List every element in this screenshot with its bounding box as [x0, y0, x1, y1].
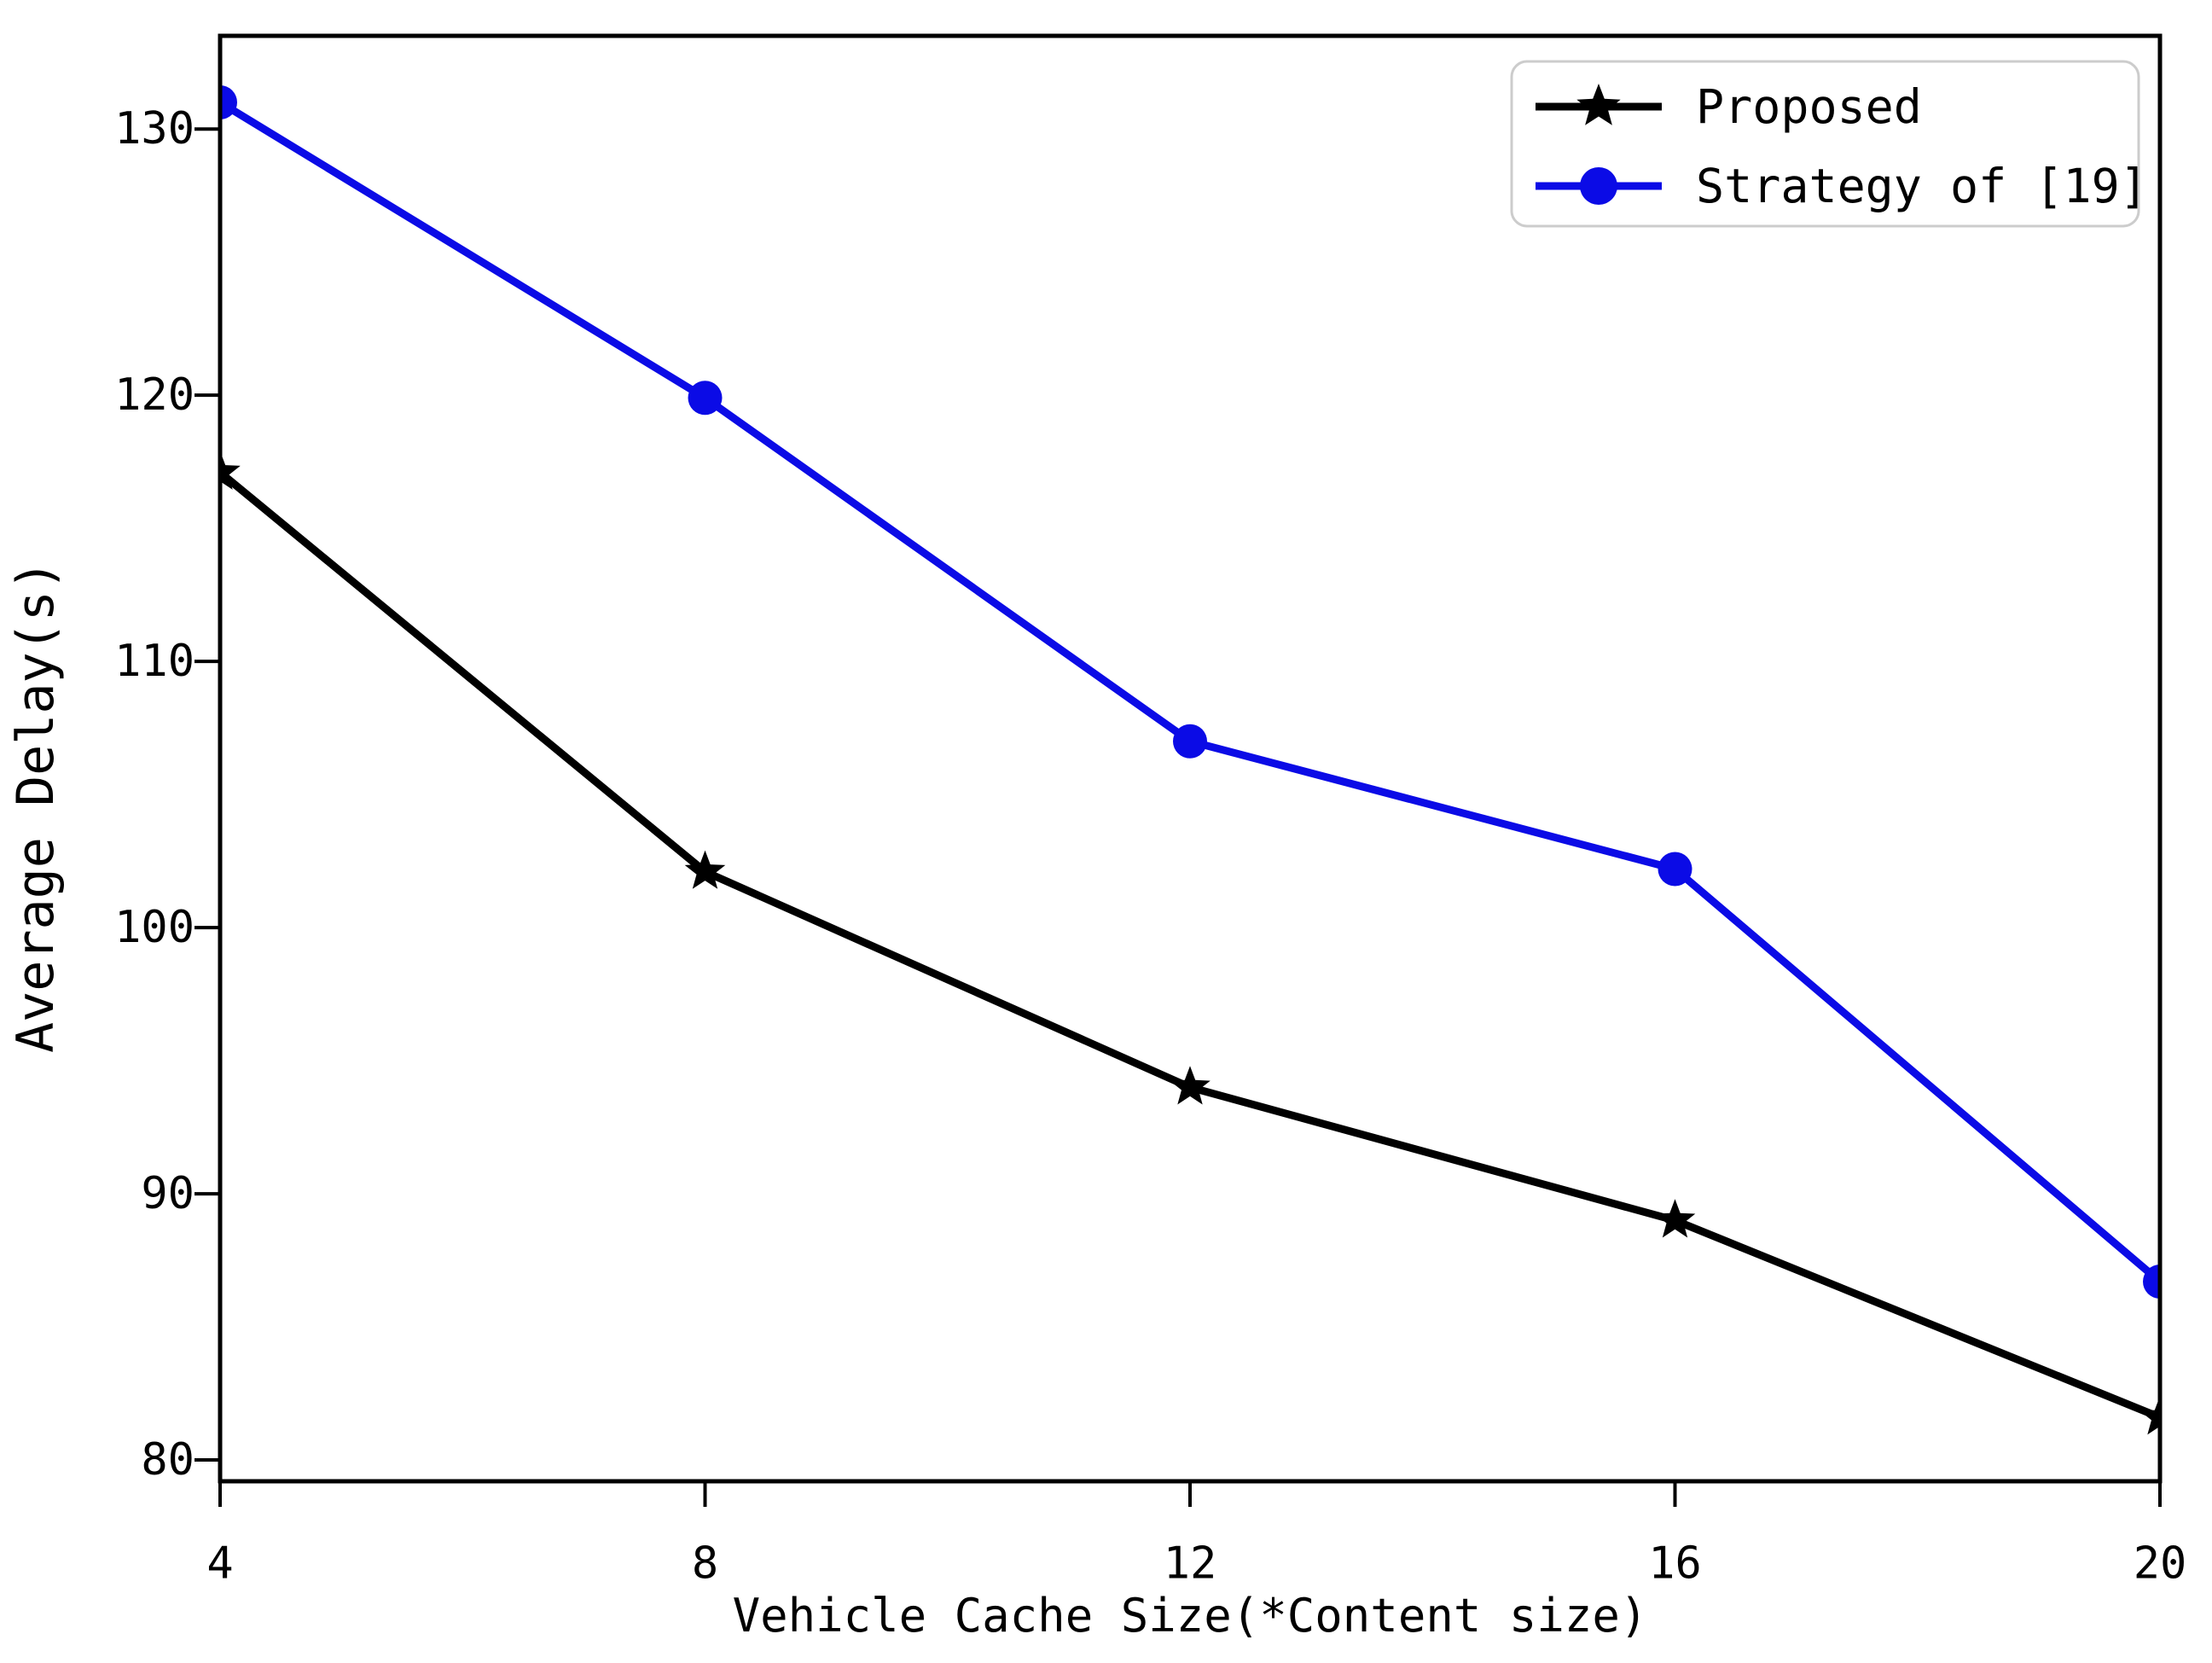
y-tick-label: 110 — [114, 636, 194, 687]
marker-star — [1170, 1066, 1211, 1105]
marker-star — [220, 451, 241, 490]
legend-marker-star — [1576, 84, 1621, 125]
x-axis-label: Vehicle Cache Size(*Content size) — [733, 1589, 1648, 1643]
y-tick-label: 120 — [114, 369, 194, 421]
marker-star — [1654, 1199, 1696, 1238]
x-tick-label: 16 — [1648, 1538, 1702, 1590]
x-tick-label: 4 — [206, 1538, 233, 1590]
legend-box — [1510, 60, 2140, 228]
legend-marker-circle — [1580, 167, 1617, 205]
marker-circle — [1658, 852, 1692, 887]
series-group-proposed — [220, 451, 2160, 1435]
marker-star — [684, 850, 726, 889]
plot-border — [218, 33, 2163, 1484]
x-tick-label: 20 — [2134, 1538, 2187, 1590]
marker-circle — [220, 84, 237, 119]
legend-entry-label: Proposed — [1696, 79, 1922, 134]
y-tick-label: 90 — [141, 1168, 194, 1219]
marker-star — [2139, 1396, 2160, 1435]
marker-circle — [688, 381, 723, 416]
marker-circle — [2143, 1265, 2160, 1300]
y-tick-label: 100 — [114, 902, 194, 953]
y-axis-label: Average Delay(s) — [6, 560, 66, 1053]
x-tick-label: 8 — [692, 1538, 718, 1590]
legend-entry-label: Strategy of [19] — [1696, 159, 2148, 213]
y-tick-label: 80 — [141, 1434, 194, 1486]
x-tick-label: 12 — [1164, 1538, 1217, 1590]
y-tick-label: 130 — [114, 103, 194, 154]
series-group-strategy — [220, 84, 2160, 1300]
marker-circle — [1173, 724, 1207, 759]
